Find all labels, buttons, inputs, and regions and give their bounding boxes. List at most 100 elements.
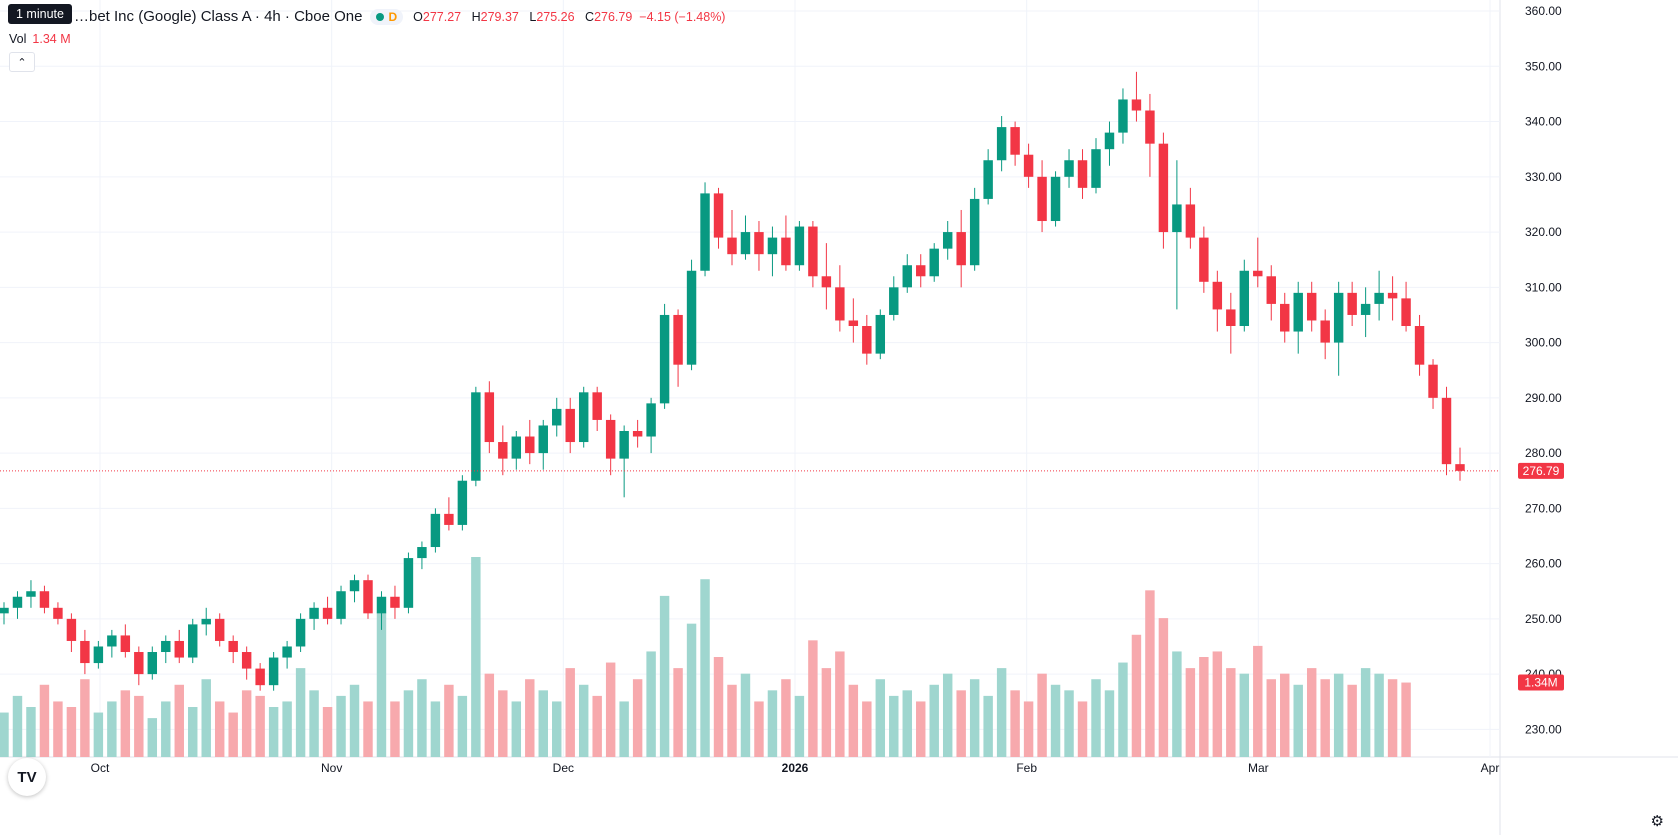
volume-bar [201,679,211,757]
y-tick-label: 290.00 [1525,391,1562,405]
volume-bar [107,701,117,757]
candle-body [1091,149,1101,188]
volume-bar [781,679,791,757]
volume-bar [889,695,899,757]
candle-body [39,591,50,608]
candle-body [268,657,279,686]
x-tick-label: Apr [1481,761,1500,775]
gear-icon[interactable]: ⚙ [1650,813,1664,830]
volume-bar [808,640,818,757]
volume-bar [53,701,63,757]
last-volume-tag [1518,674,1564,691]
collapse-legend-button[interactable]: ⌃ [9,52,35,72]
candle-body [66,618,77,641]
candle-body [969,198,980,266]
volume-bar [484,673,495,757]
volume-bar [1104,690,1115,757]
volume-bar [174,684,184,757]
volume-bar [282,701,292,757]
volume-bar [1347,684,1357,757]
volume-bar [835,651,845,757]
candle-body [1280,303,1290,332]
candle-body [26,591,36,597]
symbol-legend: …bet Inc (Google) Class A · 4h · Cboe On… [74,8,725,25]
candle-body [161,640,171,653]
volume-bar [1253,645,1263,757]
volume-bar [498,690,508,757]
candle-body [1050,176,1061,222]
volume-bar [1023,701,1034,757]
candle-body [754,232,764,255]
candle-body [1374,292,1384,304]
volume-bar [363,701,373,757]
volume-bar [241,690,252,757]
volume-bar [1091,679,1101,757]
candle-body [430,513,441,548]
y-tick-label: 310.00 [1525,280,1562,294]
candle-body [363,580,373,614]
candle-body [349,580,360,592]
y-tick-label: 350.00 [1525,59,1562,73]
candle-body [916,265,926,277]
candle-body [1239,270,1250,327]
tradingview-logo[interactable]: TV [8,758,46,796]
open-label: O [413,9,423,24]
candle-body [498,442,508,459]
volume-bar [1387,679,1398,757]
volume-bar [538,690,548,757]
volume-bar [1037,673,1047,757]
candle-body [1293,292,1303,332]
y-tick-label: 360.00 [1525,4,1562,18]
candle-body [1064,160,1074,177]
candle-body [1360,303,1371,315]
candle-body [727,237,737,255]
volume-bar [727,684,737,757]
candle-body [390,596,400,608]
close-value: 276.79 [594,9,633,24]
candle-body [255,668,265,686]
volume-bar [1293,684,1303,757]
candle-body [376,596,387,614]
volume-bar [1010,690,1020,757]
candle-body [107,635,117,647]
volume-bar [309,690,319,757]
volume-bar [228,712,238,757]
candle-body [1414,326,1425,365]
interval-tooltip: 1 minute [8,4,72,24]
volume-bar [916,701,926,757]
x-tick-label: Nov [321,761,342,775]
candle-body [1077,160,1088,188]
volume-bar [1280,673,1290,757]
volume-bar [969,679,980,757]
candle-body [700,193,710,271]
volume-bar [430,701,441,757]
candle-body [403,558,414,608]
candle-body [942,232,953,249]
volume-bar [0,712,9,757]
candle-body [673,314,683,365]
volume-bar [214,701,225,757]
volume-value: 1.34 M [32,32,71,46]
volume-bar [686,623,697,757]
delayed-badge: D [388,9,398,24]
candle-body [1347,292,1357,315]
volume-bar [740,673,751,757]
candle-body [457,480,468,525]
candle-body [120,635,131,653]
candle-body [632,430,643,437]
volume-bar [1266,679,1276,757]
volume-bar [1064,690,1074,757]
candle-body [1104,132,1115,150]
candle-body [983,160,993,199]
volume-bar [1050,684,1061,757]
volume-bar [592,695,602,757]
volume-bar [1374,673,1384,757]
candle-body [740,232,751,255]
market-status[interactable]: D [370,8,404,25]
y-tick-label: 330.00 [1525,170,1562,184]
volume-bar [295,668,306,757]
candle-body [228,640,238,653]
symbol-title[interactable]: …bet Inc (Google) Class A · 4h · Cboe On… [74,8,363,25]
candle-body [1306,292,1317,321]
